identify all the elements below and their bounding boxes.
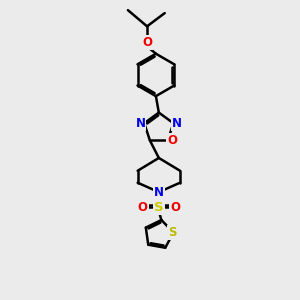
- Text: O: O: [142, 36, 152, 49]
- Text: S: S: [168, 226, 176, 239]
- Text: N: N: [135, 117, 146, 130]
- Text: O: O: [138, 201, 148, 214]
- Text: N: N: [154, 186, 164, 199]
- Text: O: O: [170, 201, 180, 214]
- Text: S: S: [154, 201, 164, 214]
- Text: O: O: [167, 134, 177, 147]
- Text: N: N: [172, 117, 182, 130]
